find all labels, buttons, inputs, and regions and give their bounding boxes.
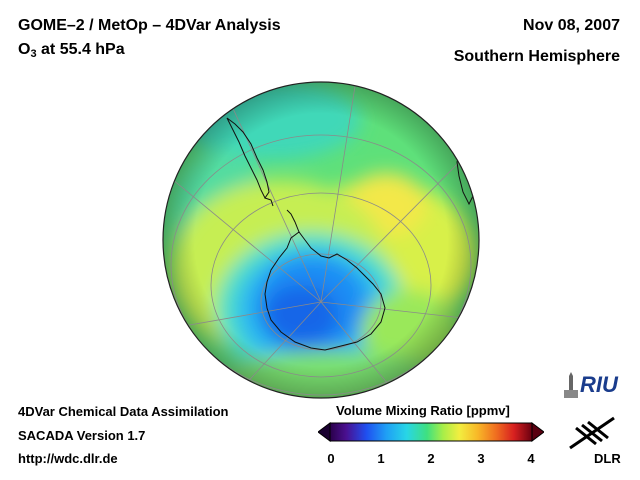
map-title: GOME–2 / MetOp – 4DVar Analysis [18,17,281,34]
riu-logo-text: RIU [580,372,618,397]
ozone-globe-map [162,81,480,399]
region-label: Southern Hemisphere [453,48,620,65]
footer-version-label: SACADA Version 1.7 [18,428,146,443]
colorbar-max-arrow [531,422,544,442]
colorbar-tick: 1 [377,451,385,466]
species-level-label: O3 at 55.4 hPa [18,41,125,60]
colorbar-tick: 4 [527,451,535,466]
colorbar-gradient [329,422,533,442]
colorbar-title: Volume Mixing Ratio [ppmv] [336,403,510,418]
colorbar [318,422,544,442]
colorbar-tick: 2 [427,451,435,466]
dlr-logo-icon [569,416,615,450]
species-suffix: at 55.4 hPa [36,41,125,58]
riu-tower-icon [564,372,578,398]
colorbar-tick: 0 [327,451,335,466]
species-subscript: 3 [30,48,37,60]
colorbar-min-arrow [318,422,331,442]
footer-url-link[interactable]: http://wdc.dlr.de [18,451,118,466]
footer-system-label: 4DVar Chemical Data Assimilation [18,404,229,419]
species-prefix: O [18,41,31,58]
dlr-logo-text: DLR [594,451,621,466]
colorbar-tick: 3 [477,451,485,466]
date-label: Nov 08, 2007 [523,17,620,34]
